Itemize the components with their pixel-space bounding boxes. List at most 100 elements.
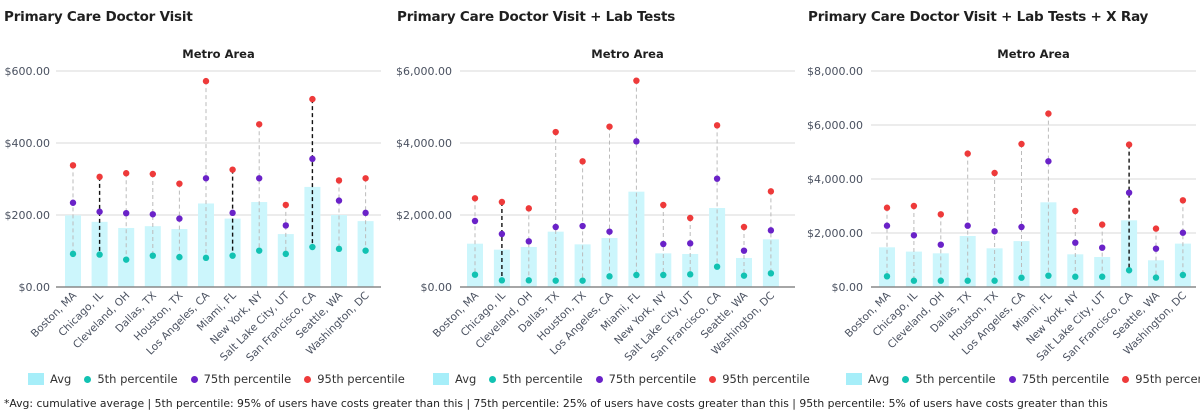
dot-5th-percentile[interactable] xyxy=(309,243,316,251)
dot-75th-percentile[interactable] xyxy=(362,209,369,217)
dot-5th-percentile[interactable] xyxy=(471,271,479,278)
dot-75th-percentile[interactable] xyxy=(176,215,183,222)
dot-5th-percentile[interactable] xyxy=(123,256,130,263)
dot-75th-percentile[interactable] xyxy=(498,230,506,238)
dot-95th-percentile[interactable] xyxy=(964,150,971,157)
bar-avg[interactable] xyxy=(932,253,949,287)
dot-5th-percentile[interactable] xyxy=(96,251,103,258)
dot-75th-percentile[interactable] xyxy=(767,227,775,234)
legend-item-p5[interactable]: 5th percentile xyxy=(84,372,178,386)
dot-95th-percentile[interactable] xyxy=(362,175,369,182)
dot-75th-percentile[interactable] xyxy=(606,228,613,235)
dot-5th-percentile[interactable] xyxy=(1125,267,1133,274)
dot-95th-percentile[interactable] xyxy=(256,121,263,128)
dot-5th-percentile[interactable] xyxy=(552,277,559,284)
legend-item-p95[interactable]: 95th percentile xyxy=(304,372,405,386)
dot-5th-percentile[interactable] xyxy=(69,250,77,258)
legend-item-avg[interactable]: Avg xyxy=(433,372,476,386)
dot-95th-percentile[interactable] xyxy=(525,205,532,212)
dot-5th-percentile[interactable] xyxy=(991,277,998,284)
dot-75th-percentile[interactable] xyxy=(309,155,316,163)
dot-5th-percentile[interactable] xyxy=(1179,271,1187,279)
dot-75th-percentile[interactable] xyxy=(1099,244,1106,251)
dot-95th-percentile[interactable] xyxy=(1045,110,1052,117)
dot-75th-percentile[interactable] xyxy=(471,217,479,225)
dot-5th-percentile[interactable] xyxy=(1072,273,1079,280)
dot-5th-percentile[interactable] xyxy=(687,271,694,278)
dot-95th-percentile[interactable] xyxy=(606,123,613,130)
bar-avg[interactable] xyxy=(628,191,645,287)
dot-75th-percentile[interactable] xyxy=(1072,239,1079,246)
dot-5th-percentile[interactable] xyxy=(964,277,971,284)
dot-95th-percentile[interactable] xyxy=(123,170,130,177)
legend-item-p75[interactable]: 75th percentile xyxy=(1008,372,1109,386)
dot-5th-percentile[interactable] xyxy=(883,273,891,280)
dot-5th-percentile[interactable] xyxy=(362,247,369,254)
legend-item-p5[interactable]: 5th percentile xyxy=(489,372,583,386)
dot-75th-percentile[interactable] xyxy=(229,209,236,217)
dot-95th-percentile[interactable] xyxy=(96,173,103,181)
dot-95th-percentile[interactable] xyxy=(1125,141,1133,148)
dot-5th-percentile[interactable] xyxy=(335,245,343,253)
dot-5th-percentile[interactable] xyxy=(1018,274,1025,281)
dot-5th-percentile[interactable] xyxy=(910,277,918,284)
dot-75th-percentile[interactable] xyxy=(579,222,586,230)
dot-5th-percentile[interactable] xyxy=(740,272,748,279)
dot-95th-percentile[interactable] xyxy=(309,95,316,103)
dot-95th-percentile[interactable] xyxy=(1099,221,1106,228)
bar-avg[interactable] xyxy=(1094,257,1111,287)
dot-95th-percentile[interactable] xyxy=(883,204,891,211)
dot-75th-percentile[interactable] xyxy=(883,222,891,229)
dot-95th-percentile[interactable] xyxy=(282,201,289,209)
dot-95th-percentile[interactable] xyxy=(1152,225,1160,232)
dot-95th-percentile[interactable] xyxy=(687,214,694,222)
dot-95th-percentile[interactable] xyxy=(471,195,479,202)
bar-avg[interactable] xyxy=(304,186,321,287)
bar-avg[interactable] xyxy=(1040,202,1057,287)
dot-75th-percentile[interactable] xyxy=(1152,245,1160,252)
bar-avg[interactable] xyxy=(574,244,591,287)
dot-75th-percentile[interactable] xyxy=(633,138,640,145)
dot-5th-percentile[interactable] xyxy=(229,252,236,259)
dot-75th-percentile[interactable] xyxy=(525,238,532,245)
dot-75th-percentile[interactable] xyxy=(202,175,210,182)
dot-75th-percentile[interactable] xyxy=(660,240,667,248)
dot-75th-percentile[interactable] xyxy=(335,197,343,204)
dot-75th-percentile[interactable] xyxy=(687,240,694,247)
dot-95th-percentile[interactable] xyxy=(713,122,721,129)
dot-95th-percentile[interactable] xyxy=(633,77,640,84)
bar-avg[interactable] xyxy=(467,243,483,287)
dot-5th-percentile[interactable] xyxy=(579,277,586,284)
dot-95th-percentile[interactable] xyxy=(579,158,586,165)
dot-95th-percentile[interactable] xyxy=(1018,140,1025,148)
legend-item-p5[interactable]: 5th percentile xyxy=(902,372,996,386)
dot-5th-percentile[interactable] xyxy=(767,270,775,277)
dot-5th-percentile[interactable] xyxy=(713,263,721,270)
dot-5th-percentile[interactable] xyxy=(176,253,183,261)
dot-95th-percentile[interactable] xyxy=(910,202,918,210)
dot-95th-percentile[interactable] xyxy=(498,198,506,206)
dot-5th-percentile[interactable] xyxy=(660,271,667,279)
dot-95th-percentile[interactable] xyxy=(991,169,998,177)
dot-75th-percentile[interactable] xyxy=(1045,158,1052,165)
dot-5th-percentile[interactable] xyxy=(256,247,263,254)
dot-75th-percentile[interactable] xyxy=(1125,189,1133,196)
dot-95th-percentile[interactable] xyxy=(660,201,667,209)
dot-5th-percentile[interactable] xyxy=(1045,272,1052,279)
dot-75th-percentile[interactable] xyxy=(1018,223,1025,231)
dot-5th-percentile[interactable] xyxy=(525,277,532,284)
dot-75th-percentile[interactable] xyxy=(713,175,721,182)
dot-95th-percentile[interactable] xyxy=(335,177,343,184)
dot-5th-percentile[interactable] xyxy=(282,250,289,258)
legend-item-avg[interactable]: Avg xyxy=(846,372,889,386)
dot-75th-percentile[interactable] xyxy=(991,228,998,235)
dot-5th-percentile[interactable] xyxy=(498,277,506,284)
dot-95th-percentile[interactable] xyxy=(552,128,559,136)
legend-item-p75[interactable]: 75th percentile xyxy=(595,372,696,386)
dot-75th-percentile[interactable] xyxy=(149,211,156,218)
dot-75th-percentile[interactable] xyxy=(937,241,944,248)
dot-95th-percentile[interactable] xyxy=(937,211,944,218)
dot-95th-percentile[interactable] xyxy=(1179,197,1187,204)
dot-75th-percentile[interactable] xyxy=(69,199,77,206)
dot-5th-percentile[interactable] xyxy=(633,271,640,279)
